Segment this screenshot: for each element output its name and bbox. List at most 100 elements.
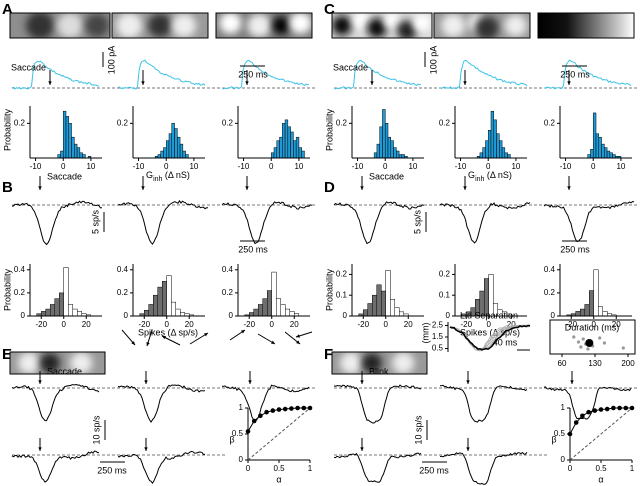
histogram-bar [290,131,294,159]
x-tick-label: 20 [82,320,91,329]
y-tick-label: 0 [229,311,234,320]
trace [543,386,632,420]
stimulus-image [332,352,427,374]
histogram-bar [60,150,64,159]
y-tick-label: 1.5 [432,332,444,341]
x-tick-label: 0 [486,162,491,171]
x-tick-label: 10 [86,162,95,171]
scale-label: 250 ms [560,244,590,254]
scale-label: 10 sp/s [413,415,423,445]
trace [117,450,206,484]
histogram-bar [72,308,78,317]
histogram-bar [390,299,395,317]
x-tick-label: -10 [560,162,572,171]
label-unit: (Δ nS) [484,170,512,180]
y-tick-label: 0.2 [117,288,129,297]
label-symbol: G [146,170,153,180]
histogram-bar [276,298,281,317]
y-axis-label: Probability [2,268,12,311]
image-frame [331,12,433,39]
beta-point [604,406,610,412]
histogram-bar [287,126,291,159]
y-tick-label: 2.5 [432,321,444,330]
histogram-bar [394,307,400,317]
scale-label: 10 sp/s [91,415,101,445]
histogram-bar [382,109,386,159]
histogram-bar [182,150,186,159]
blob [219,13,242,34]
label-subscript: inh [475,176,484,183]
x-tick-label: 0 [269,162,274,171]
arrow-head [141,81,145,85]
histogram-bar [393,147,397,159]
x-tick-label: 0 [384,320,389,329]
duration-point [586,347,590,351]
arrow-head [48,81,52,85]
y-tick-label: 0.2 [14,118,26,127]
histogram-bar [50,304,55,317]
beta-point [282,406,288,412]
trace [11,383,100,422]
y-tick-label: 0.2 [544,288,556,297]
x-tick-label: 0 [487,320,492,329]
x-tick-label: 0 [164,162,169,171]
histogram-bar [175,308,181,317]
x-tick-label: -20 [138,320,150,329]
blob [116,13,143,38]
y-tick-label: 0.2 [544,118,556,127]
scale-label: 250 ms [238,244,268,254]
arrow-head [241,330,245,334]
blob [26,13,54,38]
histogram-bar [153,294,158,317]
inset-title: Lid Separation [460,310,518,320]
beta-point [623,405,629,411]
histogram-bar [180,312,185,317]
histogram-bar [584,304,590,317]
y-tick-label: 0.2 [439,118,451,127]
histogram-bar [82,154,86,159]
histogram-bar [372,294,377,317]
beta-point [245,429,251,434]
arrow-head [567,81,571,85]
x-tick-label: 20 [612,320,621,329]
trace [221,59,310,90]
histogram-bar [71,136,75,159]
histogram-bar [493,119,497,159]
beta-point [567,431,573,437]
inset-frame [549,319,636,355]
histogram-bar [390,140,394,159]
histogram-bar [79,152,83,159]
histogram-bar [593,269,599,317]
x-tick-label: 0 [62,320,67,329]
histogram-bar [65,116,70,159]
trace [543,59,632,90]
histogram-bar [262,298,268,317]
histogram-bar [177,136,181,159]
x-axis-label: Ginh (Δ nS) [468,170,512,182]
y-axis-label: β [551,434,556,444]
trace [221,201,313,245]
y-tick-label: 0.2 [14,288,26,297]
label-unit: (Δ nS) [162,170,190,180]
histogram-bar [144,309,149,317]
image-bg [538,13,634,38]
histogram-bar [77,311,82,317]
histogram-bar [54,298,60,317]
scale-label: 250 ms [560,69,590,79]
histogram-bar [399,311,404,317]
label-symbol: G [468,170,475,180]
blob [85,13,109,38]
beta-point [295,405,300,411]
histogram-bar [398,154,403,159]
stimulus-image [538,13,634,38]
blob [353,13,371,30]
y-tick-label: 0 [21,311,26,320]
histogram-bar [280,304,286,317]
y-tick-label: 0.4 [222,265,234,274]
arrow-head [271,340,275,344]
histogram-bar [606,150,611,159]
trace [333,201,425,245]
arrow-head [570,380,574,384]
beta-point [251,418,257,424]
x-axis-label: Ginh (Δ nS) [146,170,190,182]
